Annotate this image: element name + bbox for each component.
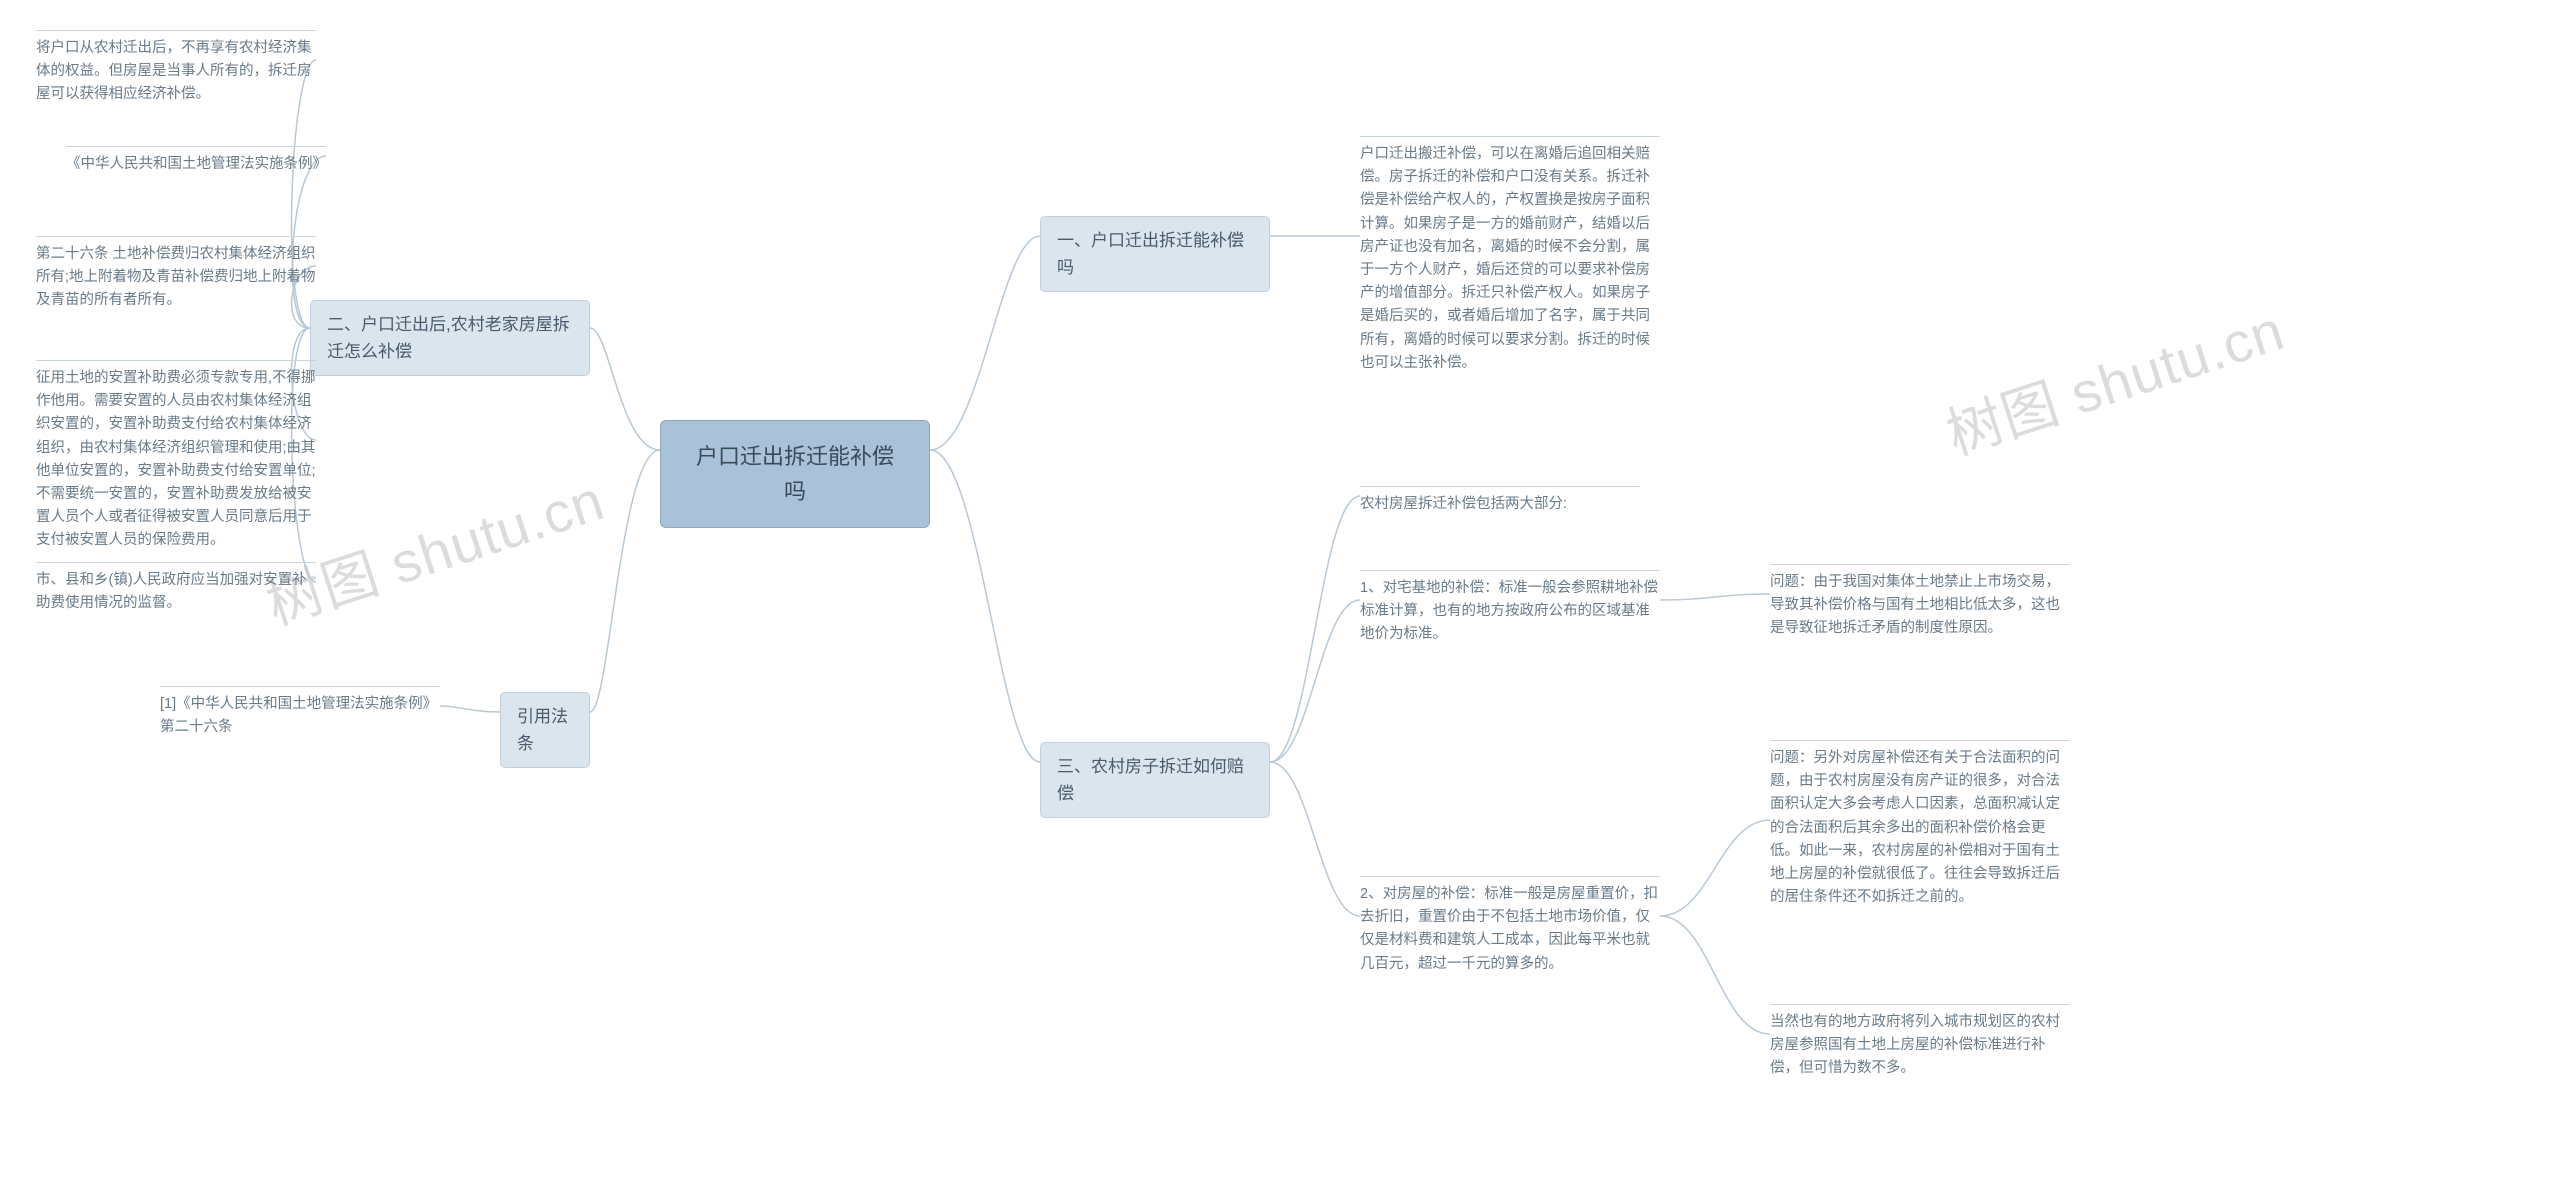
leaf-right-2-2-1: 问题：由于我国对集体土地禁止上市场交易，导致其补偿价格与国有土地相比低太多，这也… [1770,564,2070,641]
leaf-left-2-1: [1]《中华人民共和国土地管理法实施条例》第二十六条 [160,686,440,739]
root-node[interactable]: 户口迁出拆迁能补偿吗 [660,420,930,528]
leaf-right-1-1: 户口迁出搬迁补偿，可以在离婚后追回相关赔偿。房子拆迁的补偿和户口没有关系。拆迁补… [1360,136,1660,375]
leaf-left-1-1: 将户口从农村迁出后，不再享有农村经济集体的权益。但房屋是当事人所有的，拆迁房屋可… [36,30,316,107]
leaf-left-1-3: 第二十六条 土地补偿费归农村集体经济组织所有;地上附着物及青苗补偿费归地上附着物… [36,236,316,313]
leaf-right-2-2: 1、对宅基地的补偿：标准一般会参照耕地补偿标准计算，也有的地方按政府公布的区域基… [1360,570,1660,647]
branch-right-1[interactable]: 一、户口迁出拆迁能补偿吗 [1040,216,1270,292]
watermark: 树图 shutu.cn [1935,286,2293,471]
leaf-right-2-3: 2、对房屋的补偿：标准一般是房屋重置价，扣去折旧，重置价由于不包括土地市场价值，… [1360,876,1660,976]
connectors [0,0,2560,1201]
branch-right-2[interactable]: 三、农村房子拆迁如何赔偿 [1040,742,1270,818]
leaf-left-1-2: 《中华人民共和国土地管理法实施条例》 [66,146,326,176]
branch-left-1[interactable]: 二、户口迁出后,农村老家房屋拆迁怎么补偿 [310,300,590,376]
leaf-left-1-5: 市、县和乡(镇)人民政府应当加强对安置补助费使用情况的监督。 [36,562,316,615]
leaf-right-2-3-2: 当然也有的地方政府将列入城市规划区的农村房屋参照国有土地上房屋的补偿标准进行补偿… [1770,1004,2070,1081]
leaf-left-1-4: 征用土地的安置补助费必须专款专用,不得挪作他用。需要安置的人员由农村集体经济组织… [36,360,316,553]
leaf-right-2-3-1: 问题：另外对房屋补偿还有关于合法面积的问题，由于农村房屋没有房产证的很多，对合法… [1770,740,2070,909]
branch-left-2[interactable]: 引用法条 [500,692,590,768]
leaf-right-2-1: 农村房屋拆迁补偿包括两大部分: [1360,486,1640,516]
